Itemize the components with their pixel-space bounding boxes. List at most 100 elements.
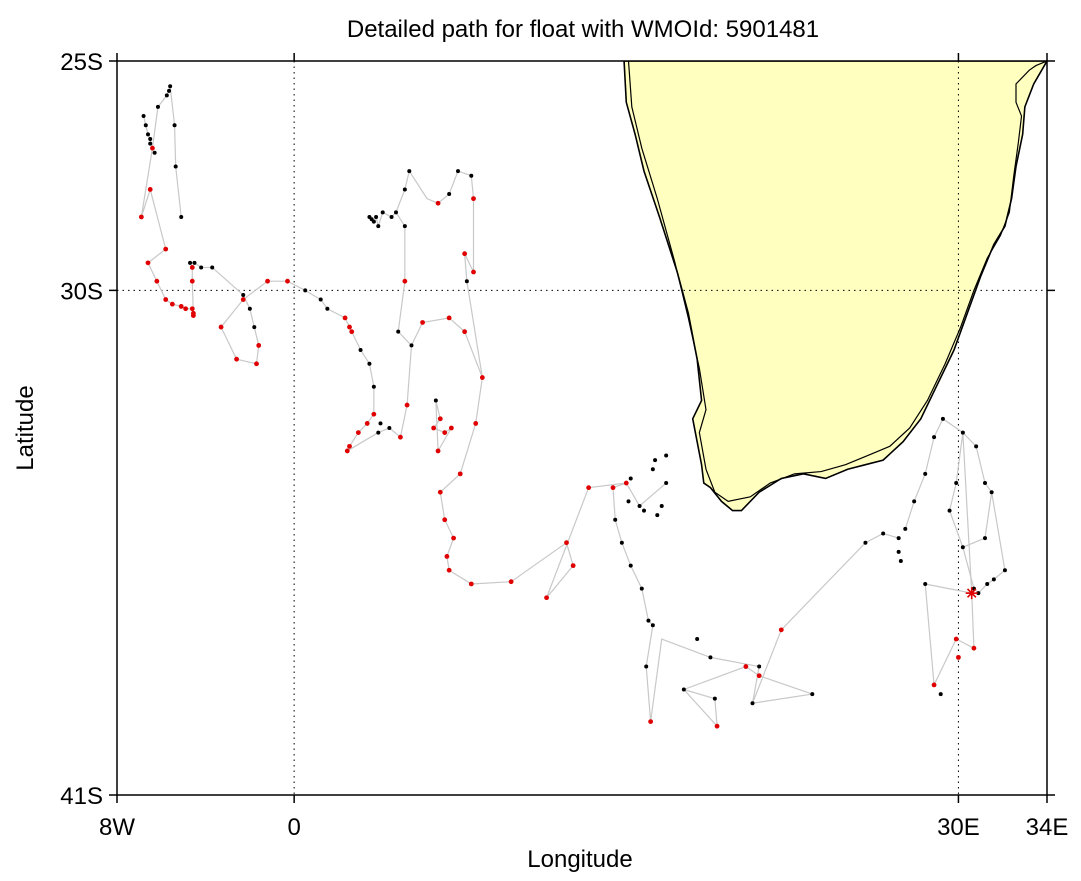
position-point-black (637, 503, 642, 508)
position-point-red (448, 425, 454, 431)
track-segment (751, 532, 899, 704)
position-point-red (189, 278, 195, 284)
position-point-red (570, 563, 576, 569)
position-point-black (141, 114, 146, 119)
position-point-red (190, 313, 196, 319)
position-point-red (404, 402, 410, 408)
position-point-red (457, 471, 463, 477)
position-point-black (983, 481, 987, 486)
position-point-black (646, 618, 651, 623)
position-point-red (218, 324, 224, 330)
position-point-black (371, 384, 376, 389)
position-point-red (462, 251, 468, 257)
position-point-black (179, 214, 184, 219)
position-point-red (508, 579, 514, 585)
position-point-red (178, 304, 184, 309)
position-point-red (349, 329, 355, 335)
position-point-black (974, 444, 979, 449)
position-point-black (164, 93, 169, 98)
position-point-black (626, 499, 631, 504)
x-axis-label: Longitude (527, 846, 632, 873)
position-point-red (971, 645, 977, 651)
position-point-black (938, 692, 943, 697)
position-point-black (655, 513, 660, 518)
position-point-red (586, 485, 592, 491)
position-point-red (623, 480, 629, 486)
position-point-black (380, 210, 385, 215)
track-segment (346, 211, 413, 452)
position-point-black (976, 591, 981, 596)
x-tick-label: 34E (1026, 814, 1069, 841)
position-point-black (447, 192, 452, 197)
position-point-red (442, 430, 448, 435)
position-point-black (896, 536, 901, 541)
position-point-black (396, 329, 401, 334)
position-point-black (644, 664, 649, 669)
position-point-black (146, 132, 150, 137)
position-point-red (240, 297, 246, 302)
position-point-black (402, 187, 407, 192)
position-point-black (619, 540, 624, 545)
position-point-black (912, 499, 917, 504)
position-point-red (446, 567, 452, 573)
position-point-black (695, 637, 700, 642)
start-marker-stroke (966, 588, 977, 598)
position-point-red (931, 682, 937, 688)
position-point-red (254, 361, 259, 367)
position-point-black (469, 173, 474, 178)
position-point-black (650, 623, 655, 628)
position-point-black (318, 297, 323, 302)
position-point-red (163, 246, 169, 252)
position-point-red (344, 448, 350, 454)
position-point-black (923, 581, 928, 586)
position-point-black (650, 467, 655, 472)
float-positions (138, 84, 1007, 729)
position-point-black (757, 664, 762, 669)
position-point-red (398, 434, 403, 440)
position-point-black (991, 577, 996, 582)
position-point-red (347, 324, 352, 330)
y-tick-label: 25S (60, 49, 103, 76)
position-point-black (810, 692, 815, 697)
position-point-black (898, 559, 903, 564)
position-point-black (628, 476, 633, 481)
position-point-black (712, 696, 717, 701)
position-point-red (468, 581, 474, 587)
x-tick-label: 8W (99, 814, 135, 841)
position-point-black (394, 210, 398, 215)
position-point-black (708, 655, 713, 660)
position-point-black (750, 701, 755, 706)
position-point-black (1002, 568, 1007, 573)
position-point-black (188, 260, 193, 265)
position-point-red (648, 719, 654, 724)
position-point-red (778, 627, 784, 633)
position-point-red (285, 278, 290, 284)
position-point-black (456, 169, 460, 174)
position-point-black (358, 348, 363, 353)
position-point-black (303, 288, 308, 293)
position-point-red (442, 517, 448, 523)
position-point-black (376, 430, 381, 435)
position-point-red (956, 654, 961, 660)
position-point-red (347, 443, 352, 449)
position-point-black (173, 164, 178, 169)
position-point-red (234, 356, 239, 362)
position-point-black (881, 531, 886, 536)
position-point-black (903, 526, 908, 531)
position-point-black (152, 150, 157, 155)
position-point-red (544, 595, 549, 601)
position-point-black (464, 279, 469, 284)
track-segment (410, 317, 667, 599)
position-point-red (462, 329, 468, 335)
position-point-black (960, 430, 965, 435)
track-segment (904, 417, 1006, 595)
track-segment (432, 400, 452, 454)
position-point-black (247, 306, 252, 311)
position-point-black (325, 306, 330, 311)
position-point-black (613, 517, 618, 522)
position-point-red (163, 297, 169, 302)
position-point-red (364, 421, 370, 426)
coastline (627, 61, 1047, 503)
position-point-red (610, 485, 616, 491)
